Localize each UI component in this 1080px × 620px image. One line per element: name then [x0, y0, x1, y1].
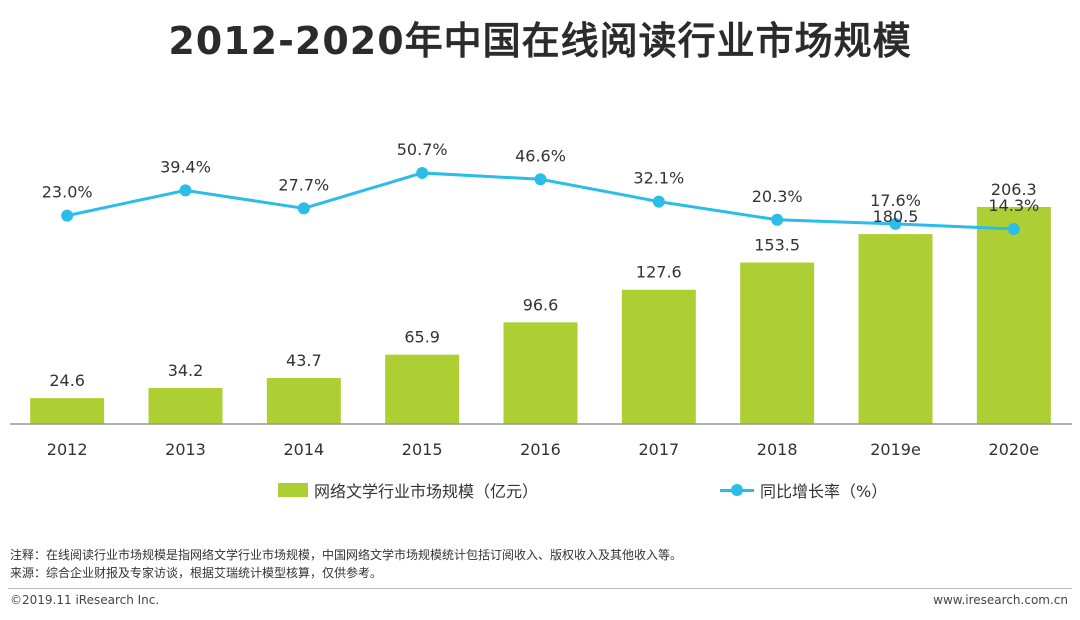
growth-label-2017: 32.1% — [633, 169, 684, 188]
growth-label-2016: 46.6% — [515, 146, 566, 165]
bar-label-2014: 43.7 — [286, 351, 322, 370]
growth-point-2020e — [1007, 223, 1020, 235]
growth-label-2014: 27.7% — [278, 175, 329, 194]
x-tick-2012: 2012 — [47, 440, 88, 459]
growth-label-2012: 23.0% — [42, 183, 93, 202]
growth-label-2020e: 14.3% — [988, 196, 1039, 215]
growth-label-2015: 50.7% — [397, 140, 448, 159]
bar-2016 — [503, 322, 578, 424]
legend-line-swatch — [720, 483, 754, 497]
bar-label-2013: 34.2 — [168, 361, 204, 380]
bar-label-2020e: 206.3 — [991, 180, 1037, 199]
growth-point-2016 — [534, 173, 547, 186]
x-tick-2013: 2013 — [165, 440, 206, 459]
growth-label-2018: 20.3% — [752, 187, 803, 206]
legend-label-growth-rate: 同比增长率（%） — [760, 482, 888, 501]
labels-layer: 24.6 2012 23.0% 34.2 2013 39.4% 43.7 2014 27.7% 6… — [42, 140, 1039, 459]
x-tick-2017: 2017 — [638, 440, 679, 459]
legend-item-market-size: 网络文学行业市场规模（亿元） — [278, 478, 538, 502]
bar-2015 — [385, 354, 460, 424]
growth-point-2014 — [297, 202, 310, 215]
growth-point-2019e — [889, 217, 902, 230]
bar-label-2018: 153.5 — [754, 235, 800, 254]
x-tick-2020e: 2020e — [989, 440, 1040, 459]
bar-2018 — [740, 262, 815, 424]
note-text: 注释：在线阅读行业市场规模是指网络文学行业市场规模，中国网络文学市场规模统计包括… — [10, 548, 683, 562]
growth-label-2013: 39.4% — [160, 157, 211, 176]
bars-layer — [30, 206, 1051, 424]
growth-point-2017 — [652, 195, 665, 208]
bar-2012 — [30, 398, 105, 424]
growth-point-2013 — [179, 184, 192, 197]
source-text: 来源：综合企业财报及专家访谈，根据艾瑞统计模型核算，仅供参考。 — [10, 566, 383, 580]
bar-label-2019e: 180.5 — [873, 207, 919, 226]
bar-2020e — [976, 206, 1051, 424]
chart-area: 24.6 2012 23.0% 34.2 2013 39.4% 43.7 2014 27.7% 6… — [10, 140, 1072, 459]
bar-label-2012: 24.6 — [49, 371, 85, 390]
x-tick-2019e: 2019e — [870, 440, 921, 459]
bar-label-2017: 127.6 — [636, 263, 682, 282]
legend-item-growth-rate: 同比增长率（%） — [720, 478, 887, 502]
copyright-text: ©2019.11 iResearch Inc. — [10, 593, 160, 607]
x-tick-2016: 2016 — [520, 440, 561, 459]
legend-bar-swatch — [278, 483, 308, 497]
growth-label-2019e: 17.6% — [870, 191, 921, 210]
notes-block: 注释：在线阅读行业市场规模是指网络文学行业市场规模，中国网络文学市场规模统计包括… — [10, 546, 682, 582]
x-tick-2014: 2014 — [283, 440, 324, 459]
x-tick-2015: 2015 — [402, 440, 443, 459]
growth-point-2015 — [416, 166, 429, 179]
bar-2014 — [266, 378, 341, 424]
x-tick-2018: 2018 — [757, 440, 798, 459]
growth-point-2012 — [61, 209, 74, 222]
bar-label-2016: 96.6 — [523, 295, 559, 314]
bar-label-2015: 65.9 — [404, 328, 440, 347]
bar-2019e — [858, 234, 933, 424]
chart-title: 2012-2020年中国在线阅读行业市场规模 — [168, 19, 912, 63]
website-text: www.iresearch.com.cn — [933, 593, 1068, 607]
bar-2013 — [148, 388, 223, 424]
growth-line-layer — [61, 166, 1020, 235]
legend-label-market-size: 网络文学行业市场规模（亿元） — [314, 482, 539, 501]
bar-2017 — [621, 289, 696, 424]
growth-point-2018 — [771, 213, 784, 226]
footer-divider — [8, 588, 1072, 589]
